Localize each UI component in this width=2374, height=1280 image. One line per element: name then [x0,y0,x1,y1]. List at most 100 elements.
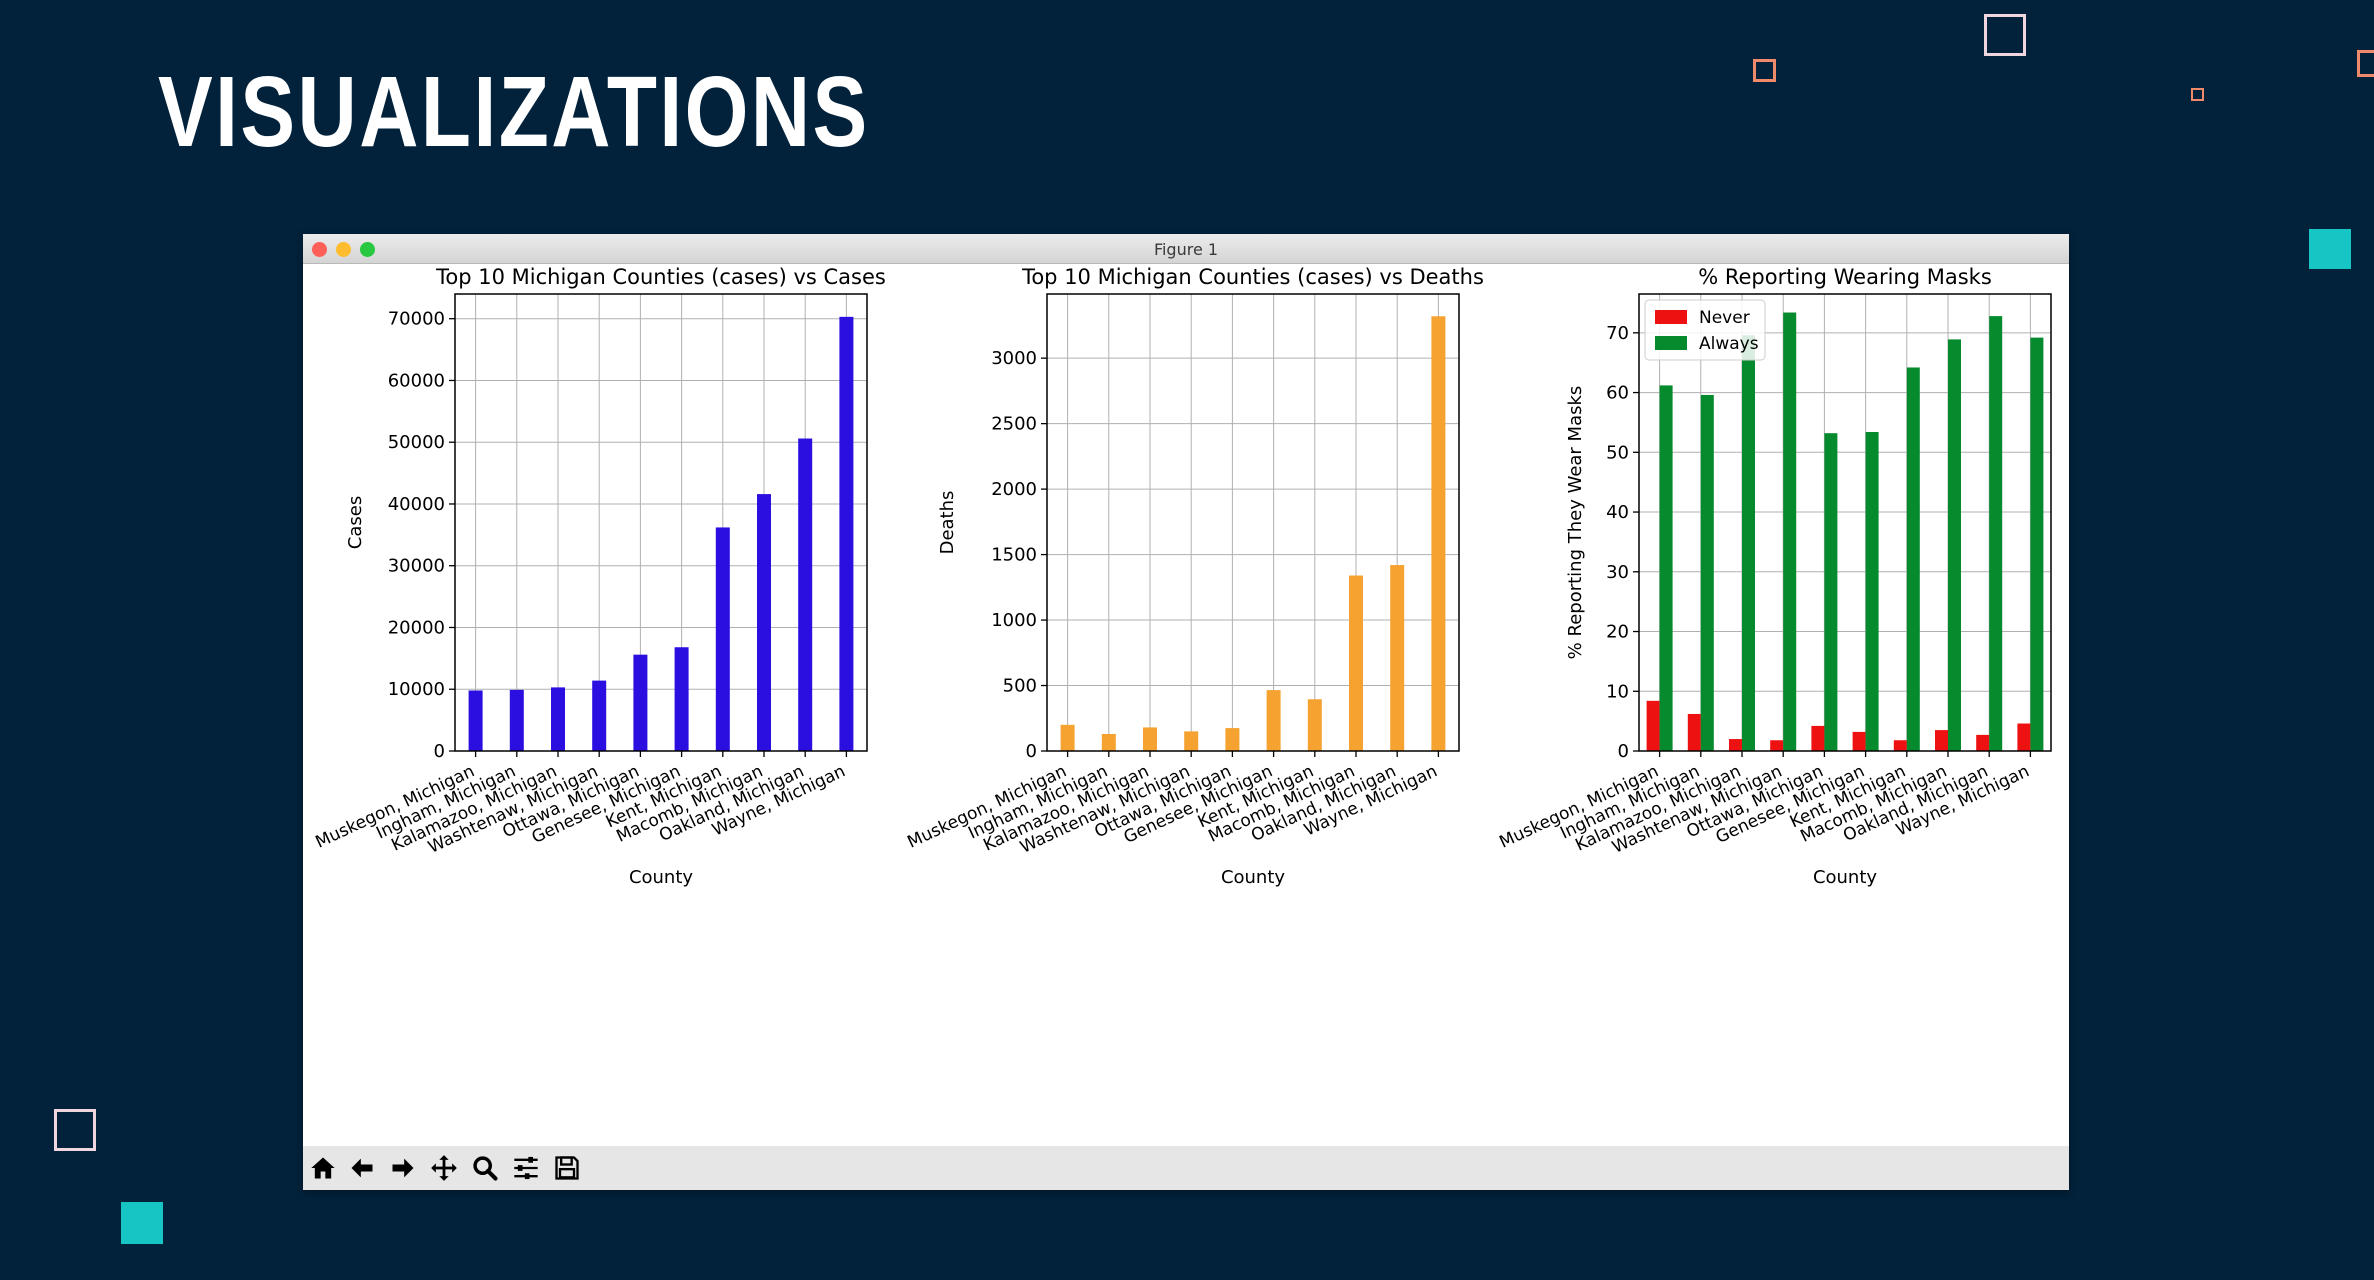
y-axis-label: Cases [345,496,366,549]
y-tick-label: 60 [1606,383,1629,404]
bar [1431,316,1446,751]
bar [1390,565,1405,751]
save-button[interactable] [548,1151,586,1185]
y-tick-label: 0 [1618,741,1629,762]
y-tick-label: 0 [1026,741,1037,762]
bar [551,687,565,751]
figure-canvas[interactable]: 0 10000 20000 30000 40000 50000 60000 70000 Musk… [303,264,2069,1180]
window-title: Figure 1 [1153,240,1219,259]
y-tick-label: 50000 [388,432,445,453]
y-tick-label: 10000 [388,679,445,700]
y-tick-label: 1000 [991,610,1037,631]
bar [715,527,730,751]
window-titlebar[interactable]: Figure 1 [303,234,2069,264]
slide-title: VISUALIZATIONS [158,56,870,168]
bar [468,690,483,751]
y-tick-label: 70 [1606,323,1629,344]
legend-label: Never [1699,308,1750,328]
bar-never [1770,740,1784,751]
decorative-square [1984,14,2026,56]
bar [798,438,813,751]
y-tick-label: 30000 [388,556,445,577]
y-tick-label: 40 [1606,502,1629,523]
bar [1225,728,1240,751]
legend-swatch [1655,336,1687,350]
legend-label: Always [1699,334,1759,354]
back-button[interactable] [343,1151,381,1185]
home-icon [311,1157,335,1179]
bar-never [1646,700,1660,751]
legend-swatch [1655,310,1687,324]
axes-frame [1046,293,1460,752]
bar [1143,727,1157,751]
y-tick-label: 0 [434,741,445,762]
bar [674,647,689,751]
y-tick-label: 500 [1003,676,1037,697]
bar [757,494,771,751]
bar [1184,731,1199,751]
bar-always [1700,394,1714,751]
y-axis-label: Deaths [937,491,958,555]
bar [839,316,854,751]
bar-never [1852,731,1866,751]
chart-title: % Reporting Wearing Masks [1698,265,1992,289]
navigation-toolbar [303,1146,2069,1190]
bar-always [1783,312,1797,751]
chart-title: Top 10 Michigan Counties (cases) vs Case… [435,265,886,289]
bar [509,689,524,751]
bar [1101,733,1116,751]
bar-always [2030,337,2044,751]
y-tick-label: 10 [1606,681,1629,702]
chart-title: Top 10 Michigan Counties (cases) vs Deat… [1021,265,1484,289]
bar-always [1659,385,1673,751]
maximize-window-button[interactable] [360,242,375,257]
bar-never [2017,723,2031,751]
forward-arrow-icon [392,1158,414,1178]
axes-frame [454,293,868,752]
bar-never [1976,734,1990,751]
bar [633,654,648,751]
x-axis-label: County [1221,867,1285,888]
x-axis-label: County [1813,867,1877,888]
bar [1307,699,1322,751]
decorative-square [2309,229,2351,269]
bar-never [1687,713,1701,751]
axes-frame [1638,293,2052,752]
configure-subplots-icon [514,1156,538,1180]
bar-always [1742,335,1755,751]
minimize-window-button[interactable] [336,242,351,257]
bar [1349,575,1363,751]
bar [592,680,607,751]
y-tick-label: 70000 [388,309,445,330]
close-window-button[interactable] [312,242,327,257]
y-axis-label: % Reporting They Wear Masks [1565,386,1586,660]
forward-button[interactable] [384,1151,422,1185]
decorative-square [1753,59,1776,82]
configure-subplots-button[interactable] [507,1151,545,1185]
y-tick-label: 40000 [388,494,445,515]
bar-always [1906,367,1920,751]
y-tick-label: 20 [1606,622,1629,643]
back-arrow-icon [351,1158,373,1178]
bar-never [1729,739,1742,751]
decorative-square [2191,88,2204,101]
y-tick-label: 20000 [388,617,445,638]
y-tick-label: 60000 [388,370,445,391]
x-axis-label: County [629,867,693,888]
figure-window: Figure 1 0 10000 20000 30000 40000 50000 60000… [303,234,2069,1190]
bar-always [1824,433,1838,751]
bar-never [1893,740,1907,751]
bar-always [1865,431,1879,751]
home-button[interactable] [304,1151,342,1185]
pan-icon [431,1155,457,1181]
decorative-square [2357,50,2374,77]
pan-button[interactable] [425,1151,463,1185]
zoom-button[interactable] [466,1151,504,1185]
decorative-square [121,1202,163,1244]
y-tick-label: 3000 [991,348,1037,369]
bar-always [1948,339,1961,751]
bar-never [1935,730,1948,751]
bar [1266,690,1281,751]
bar-never [1811,725,1825,751]
bar-always [1989,316,2003,751]
